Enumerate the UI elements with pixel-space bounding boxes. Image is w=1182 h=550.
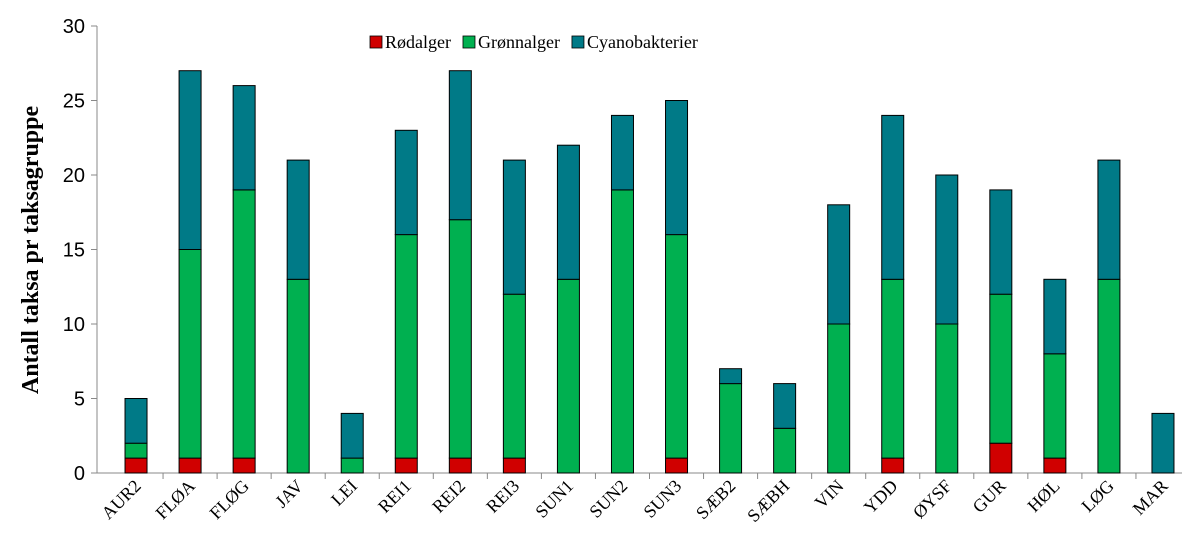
bar-segment [665, 100, 689, 236]
x-tick-label: ØYSF [909, 476, 956, 523]
bar-segment [448, 457, 472, 474]
x-tick-label: VIN [811, 476, 848, 513]
bar-segment [232, 189, 256, 459]
bar-segment [394, 234, 418, 459]
bar-segment [827, 323, 851, 474]
x-tick-label: LØG [1077, 476, 1117, 516]
x-tick-label: REI1 [374, 476, 415, 517]
bar-segment [502, 457, 526, 474]
bar-segment [124, 398, 148, 444]
bar-segment [340, 412, 364, 459]
bar-segment [124, 442, 148, 459]
bar-segment [989, 442, 1013, 474]
bar-segment [1097, 159, 1121, 280]
x-tick-label: MAR [1129, 476, 1172, 519]
bar-segment [827, 204, 851, 325]
x-tick-label: HØL [1023, 476, 1063, 516]
legend-swatch [462, 35, 476, 49]
y-tick-label: 25 [63, 91, 85, 113]
x-tick-label: FLØA [152, 476, 199, 523]
y-tick-label: 15 [63, 240, 85, 262]
x-tick-label: JAV [271, 476, 307, 512]
y-tick-label: 10 [63, 314, 85, 336]
bar-segment [232, 457, 256, 474]
bar-segment [773, 427, 797, 474]
bar-segment [773, 383, 797, 429]
bar-segment [178, 70, 202, 250]
bar-segment [448, 219, 472, 459]
bar-segment [1097, 278, 1121, 474]
legend-swatch [369, 35, 383, 49]
bar-segment [502, 159, 526, 295]
bar-segment [989, 189, 1013, 295]
x-tick-label: GUR [969, 476, 1010, 517]
x-tick-label: SUN3 [639, 476, 685, 522]
bar-segment [232, 85, 256, 191]
bar-segment [881, 278, 905, 459]
bar-segment [394, 129, 418, 236]
bar-segment [178, 249, 202, 459]
bar-segment [719, 383, 743, 474]
x-tick-label: REI3 [482, 476, 523, 517]
bar-segment [1043, 353, 1067, 459]
y-axis-title: Antall taksa pr taksagruppe [18, 106, 44, 395]
bar-segment [610, 114, 634, 191]
y-tick-label: 30 [63, 16, 85, 38]
bar-segment [556, 278, 580, 474]
bar-segment [881, 457, 905, 474]
x-tick-label: SÆB2 [692, 476, 739, 523]
x-tick-label: SUN2 [585, 476, 631, 522]
bar-segment [1151, 412, 1175, 474]
bar-segment [286, 159, 310, 280]
bar-segment [610, 189, 634, 474]
bar-segment [340, 457, 364, 474]
bar-segment [556, 144, 580, 280]
bar-segment [448, 70, 472, 221]
bar-segment [881, 114, 905, 280]
x-tick-label: YDD [860, 476, 902, 518]
legend-label: Rødalger [385, 32, 451, 52]
bar-segment [989, 293, 1013, 444]
x-tick-label: SUN1 [531, 476, 577, 522]
legend-label: Grønnalger [478, 32, 560, 52]
bar-segment [935, 323, 959, 474]
bar-segment [178, 457, 202, 474]
x-tick-label: SÆBH [743, 476, 793, 526]
legend-label: Cyanobakterier [587, 32, 698, 52]
bar-segment [719, 368, 743, 385]
y-tick-label: 5 [74, 389, 85, 411]
bar-segment [124, 457, 148, 474]
x-tick-label: REI2 [428, 476, 469, 517]
bar-segment [935, 174, 959, 325]
x-tick-label: LEI [327, 476, 361, 510]
bar-segment [1043, 278, 1067, 355]
y-tick-label: 0 [74, 463, 85, 485]
bar-segment [502, 293, 526, 459]
x-tick-label: AUR2 [97, 476, 144, 523]
bar-segment [665, 234, 689, 459]
bar-segment [286, 278, 310, 474]
bar-segment [1043, 457, 1067, 474]
legend-swatch [571, 35, 585, 49]
y-tick-label: 20 [63, 165, 85, 187]
bar-segment [394, 457, 418, 474]
bar-segment [665, 457, 689, 474]
x-tick-label: FLØG [206, 476, 253, 523]
